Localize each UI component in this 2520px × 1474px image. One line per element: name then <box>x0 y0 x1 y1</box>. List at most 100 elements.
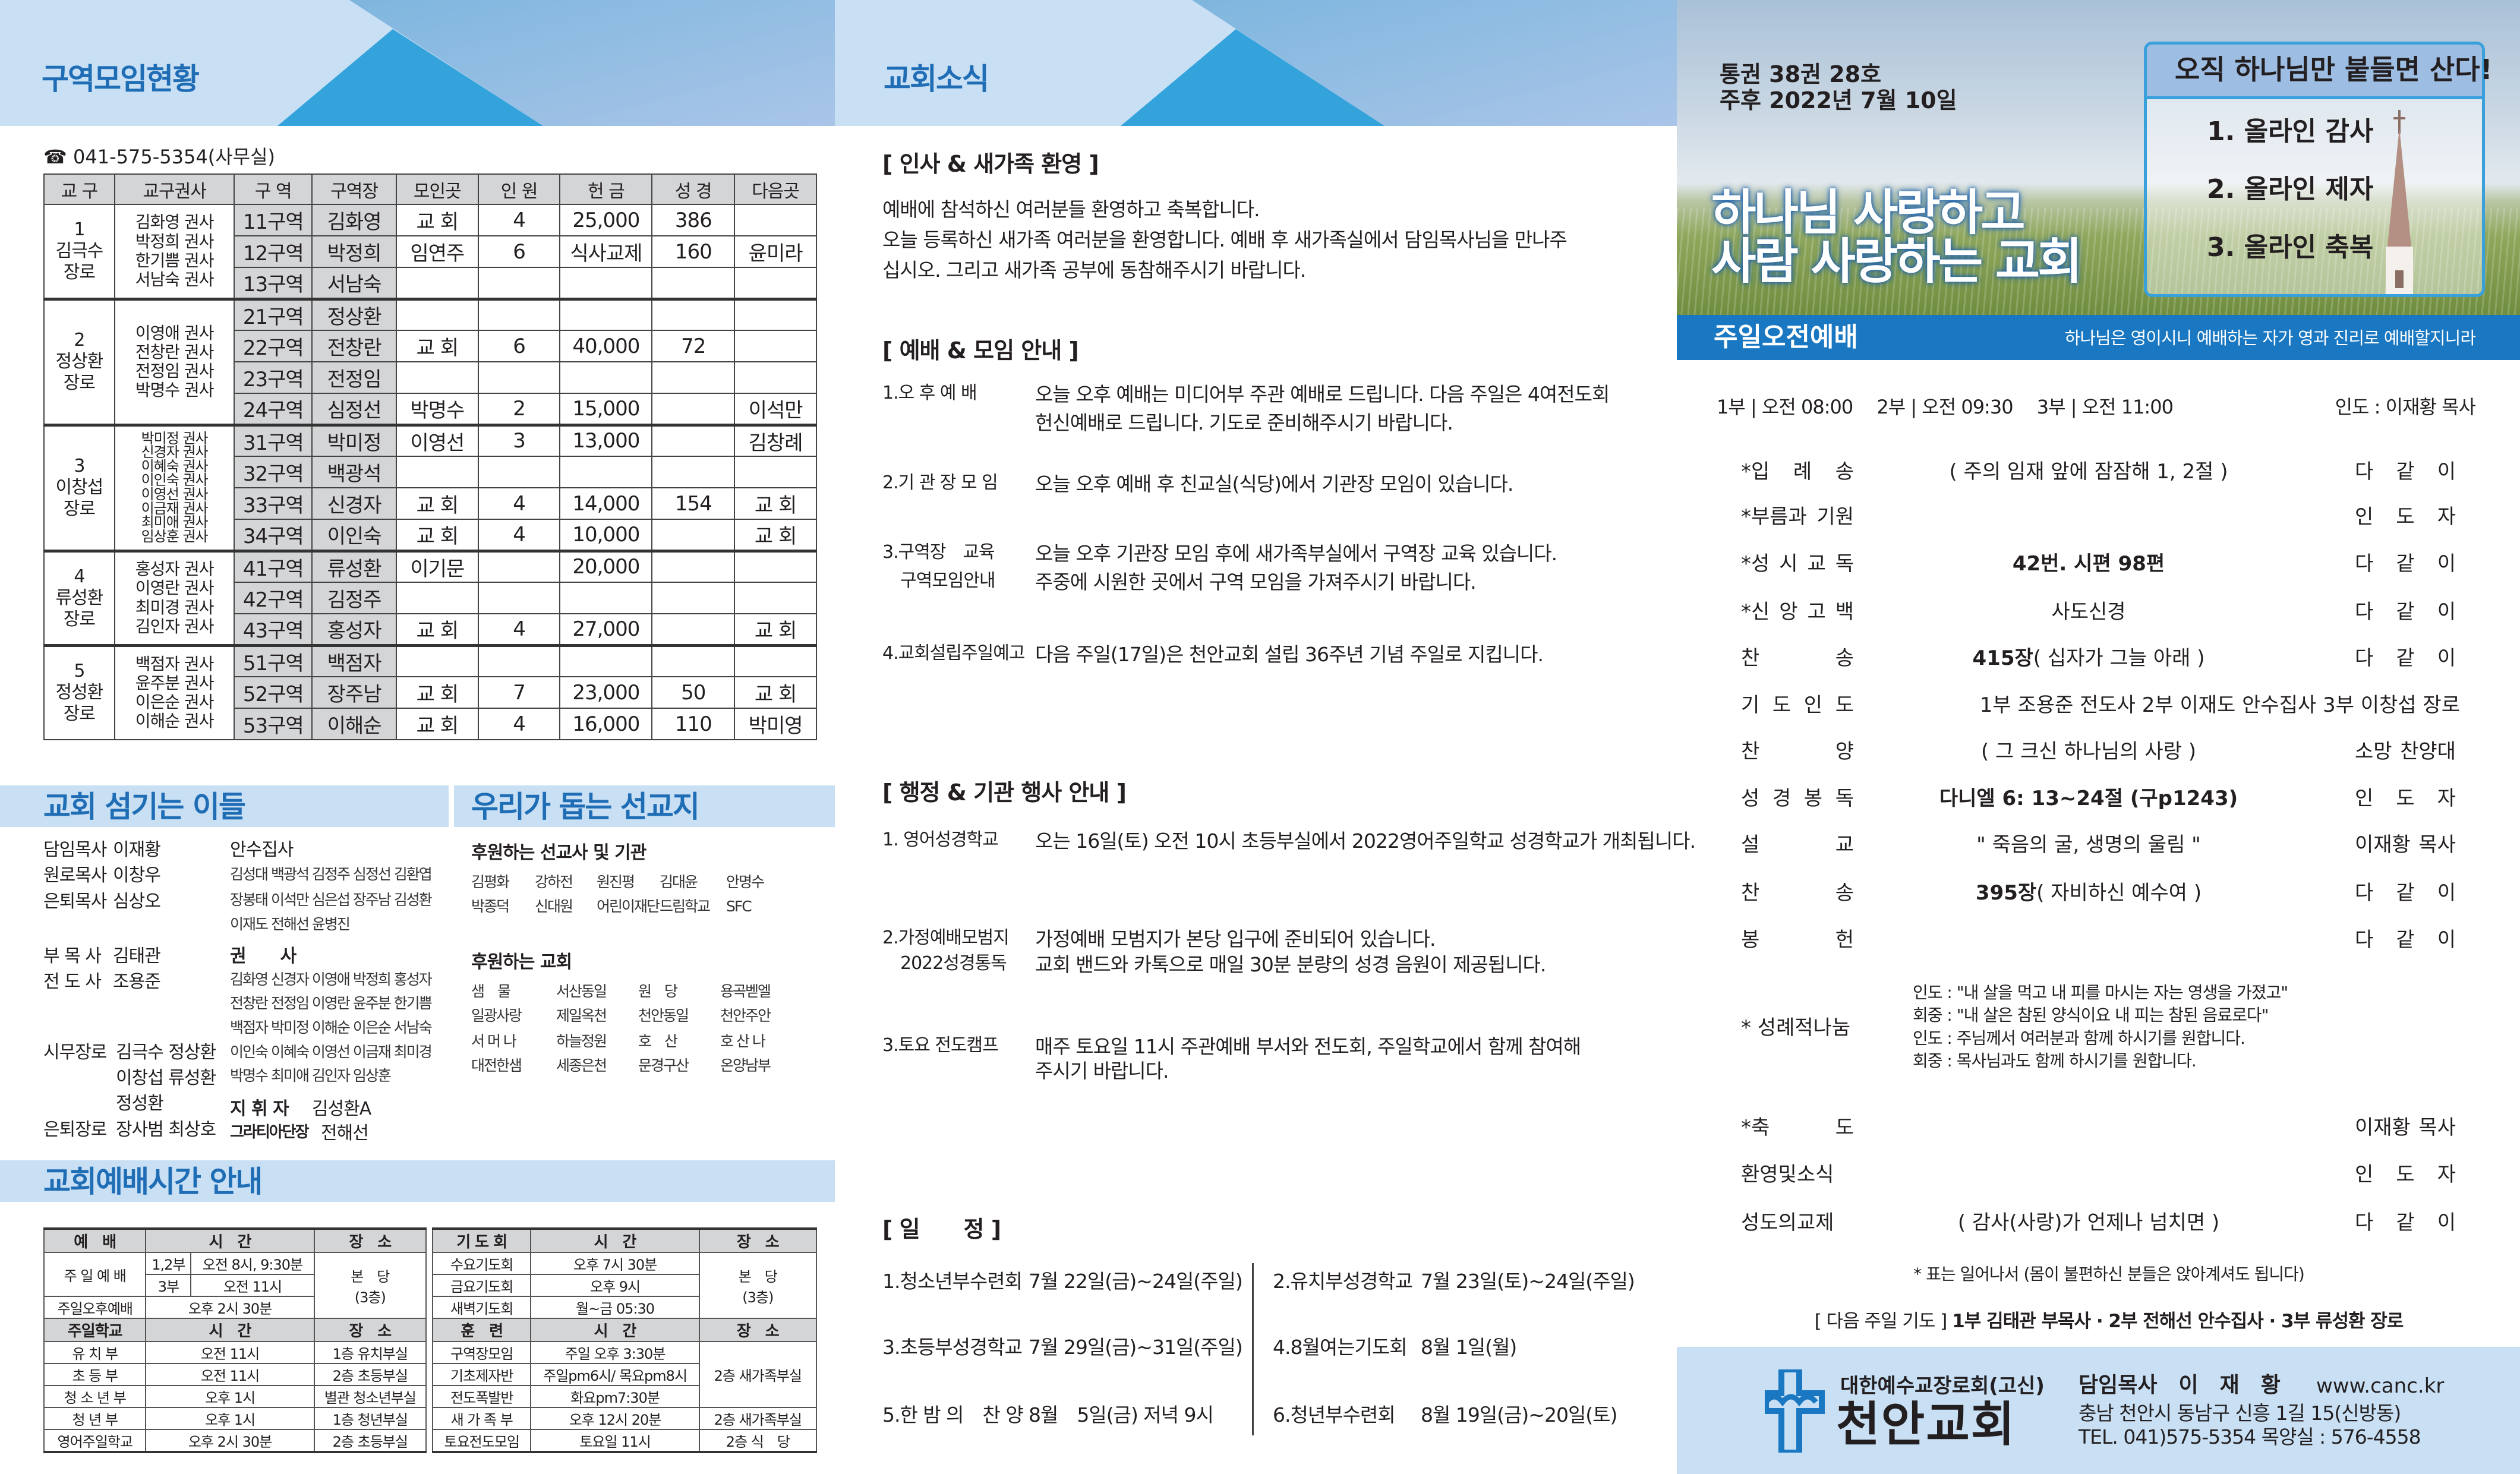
item-text: 헌신예배로 드립니다. 기도로 준비해주시기 바랍니다. <box>1035 411 1453 434</box>
denomination: 대한예수교장로회(고신) <box>1840 1374 2045 1398</box>
church-name: 천안주안 <box>720 1007 771 1024</box>
district-head: 류성환 <box>311 549 397 583</box>
missionary-name: SFC <box>726 898 752 915</box>
bible-reading <box>651 297 736 331</box>
col-header: 시 간 <box>530 1318 700 1342</box>
offering: 식사교제 <box>559 235 653 268</box>
order-item: 찬 양 ( 그 크신 하나님의 사랑 ) 소망 찬양대 <box>1741 735 2460 764</box>
cell: 오전 11시 <box>190 1274 315 1297</box>
kwonsa-name: 이혜숙 권사 <box>141 457 209 475</box>
order-content-text: ( 감사(사랑)가 언제나 넘치면 ) <box>1957 1211 2220 1235</box>
col-header: 시 간 <box>145 1318 315 1342</box>
schedule-label: 5.한 밤 의 찬 양 <box>882 1403 1024 1426</box>
order-content-bold: 다니엘 6: 13~24절 (구p1243) <box>1939 787 2238 810</box>
bible-reading <box>651 519 736 551</box>
grass-texture <box>1677 208 2520 315</box>
order-label: 성도의교제 <box>1741 1211 1834 1235</box>
table-row: 영어주일학교 오후 2시 30분 2층 초등부실 <box>43 1429 427 1453</box>
next-place: 교 회 <box>734 487 817 520</box>
item-label: 1.오 후 예 배 <box>882 383 977 403</box>
district-head: 박정희 <box>311 235 397 268</box>
church-name: 천안교회 <box>1836 1397 2016 1452</box>
next-place <box>734 267 817 299</box>
kwonsa-name: 윤주분 권사 <box>135 673 215 693</box>
bible-reading: 154 <box>651 487 736 520</box>
bible-reading <box>651 613 736 646</box>
district-head: 심정선 <box>311 393 397 425</box>
kwonsa-name: 이영선 권사 <box>141 486 209 503</box>
order-content: ( 감사(사랑)가 언제나 넘치면 ) <box>1895 1206 2282 1235</box>
attendance: 7 <box>477 676 561 709</box>
order-leader: 다 같 이 <box>2355 1211 2456 1235</box>
offering: 20,000 <box>559 549 653 583</box>
order-leader: 다 같 이 <box>2355 600 2456 624</box>
offering <box>559 643 653 677</box>
district-head: 백광석 <box>311 456 397 488</box>
missionary-name: 원진평 <box>597 873 635 891</box>
col-header: 헌 금 <box>559 173 653 205</box>
deacons-names: 이재도 전해선 윤병진 <box>230 916 351 933</box>
attendance <box>477 267 561 299</box>
offering: 14,000 <box>559 487 653 520</box>
meeting-place: 이영선 <box>395 423 479 457</box>
order-content-text: ( 주의 임재 앞에 잠잠해 1, 2절 ) <box>1949 460 2228 484</box>
next-place <box>734 549 817 583</box>
motto-title: 오직 하나님만 붙들면 산다! <box>2175 53 2493 86</box>
cell: 3부 <box>145 1274 192 1297</box>
kwonsa-name: 김인자 권사 <box>135 616 215 636</box>
table-row: 4 류성환 장로 홍성자 권사 이영란 권사 최미경 권사 김인자 권사 41구역 류성환 이기문… <box>43 549 817 646</box>
church-name: 호 산 <box>638 1033 678 1050</box>
order-content: ( 그 크신 하나님의 사랑 ) <box>1895 735 2282 764</box>
cell: 주 일 예 배 <box>43 1252 147 1297</box>
meeting-place: 교 회 <box>395 519 479 551</box>
order-leader: 이재황 목사 <box>2355 1116 2456 1140</box>
meeting-place: 교 회 <box>395 204 479 236</box>
kwonsa-name: 홍성자 권사 <box>135 559 215 579</box>
bible-reading: 72 <box>651 330 736 362</box>
cell-place: 본 당 (3층) <box>698 1252 818 1319</box>
order-content-text: 1부 조용준 전도사 2부 이재도 안수집사 3부 이창섭 장로 <box>1979 693 2460 717</box>
cell: 새벽기도회 <box>431 1296 532 1319</box>
group-leader-title: 장로 <box>63 261 96 283</box>
schedule-date: 8월 5일(금) 저녁 9시 <box>1029 1403 1214 1426</box>
bible-reading <box>651 267 736 299</box>
order-content-bold: 395장 <box>1975 881 2037 905</box>
table-row: 청 년 부 오후 1시 1층 청년부실 <box>43 1407 427 1430</box>
bible-reading: 50 <box>651 676 736 709</box>
schedule-date: 8월 1일(월) <box>1421 1336 1517 1359</box>
cell: 유 치 부 <box>43 1341 147 1364</box>
table-row: 34구역 이인숙 교 회 4 10,000 교 회 <box>44 519 817 551</box>
cell: 새 가 족 부 <box>431 1407 532 1430</box>
church-name: 서산동일 <box>556 983 607 1000</box>
kwonsa-names: 백점자 박미정 이해순 이은순 서남숙 <box>230 1019 433 1036</box>
col-header: 장 소 <box>698 1228 818 1253</box>
attendance <box>477 456 561 488</box>
table-row: 43구역 홍성자 교 회 4 27,000 교 회 <box>44 613 817 646</box>
cell-place: 2층 새가족부실 <box>698 1341 818 1408</box>
item-text: 주중에 시원한 곳에서 구역 모임을 가져주시기 바랍니다. <box>1035 570 1477 594</box>
offering <box>559 582 653 614</box>
order-content: 사도신경 <box>1895 595 2282 624</box>
next-place <box>734 456 817 488</box>
group-leader-title: 장로 <box>63 703 96 725</box>
order-item: 찬 송 395장( 자비하신 예수여 ) 다 같 이 <box>1741 876 2460 905</box>
table-row: 청 소 년 부 오후 1시 별관 청소년부실 <box>43 1385 427 1408</box>
table-row: 2 정상환 장로 이영애 권사 전창란 권사 전정임 권사 박명수 권사 21구역 정상환 <box>43 297 817 425</box>
church-logo-icon <box>1765 1369 1825 1453</box>
cell: 2층 초등부실 <box>313 1363 427 1386</box>
website-link[interactable]: www.canc.kr <box>2316 1374 2445 1398</box>
meeting-place <box>395 361 479 394</box>
kwonsa-name: 이해순 권사 <box>135 711 215 731</box>
order-label: 기 도 인 도 <box>1741 693 1854 717</box>
news-paragraph: 오늘 등록하신 새가족 여러분을 환영합니다. 예배 후 새가족실에서 담임목사… <box>882 228 1567 251</box>
attendance: 4 <box>477 613 561 646</box>
church-address: 충남 천안시 동남구 신흥 1길 15(신방동) <box>2079 1402 2401 1425</box>
offering: 40,000 <box>559 330 653 362</box>
order-content-bold: 415장 <box>1972 646 2033 670</box>
next-place: 교 회 <box>734 613 817 646</box>
kwonsa-name: 임상훈 권사 <box>141 528 209 545</box>
attendance: 6 <box>477 330 561 362</box>
next-place: 윤미라 <box>734 235 817 268</box>
district: 24구역 <box>234 393 313 425</box>
